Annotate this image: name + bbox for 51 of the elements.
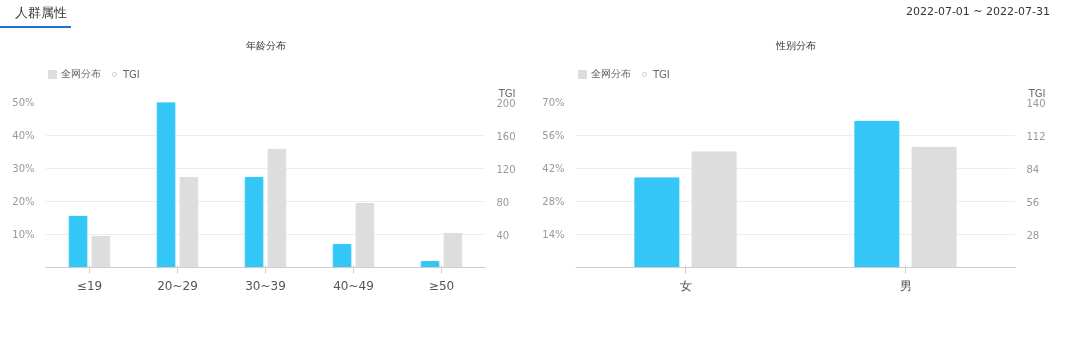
bar [179,176,199,268]
y2-tick-label: 112 [1026,130,1046,142]
y-tick-label: 28% [542,196,565,207]
y2-tick-label: 56 [1026,196,1040,208]
y-tick-label: 20% [12,196,35,207]
y-tick-label: 30% [12,163,35,174]
x-tick-label: 30~39 [245,278,286,293]
y2-tick-label: 160 [496,130,516,142]
bar [443,233,463,268]
bar [691,151,737,268]
x-tick-label: 女 [679,278,692,293]
bar [420,261,440,268]
bar [91,235,111,268]
legend-label: TGI [653,68,671,80]
x-tick-label: 男 [899,278,912,293]
bar [911,146,957,268]
y-tick-label: 10% [12,229,35,240]
y-tick-label: 56% [542,130,565,141]
legend-label: 全网分布 [591,67,631,81]
x-tick-label: ≥50 [428,278,455,293]
chart-title: 年龄分布 [245,39,286,51]
bar [68,215,88,268]
y2-tick-label: 140 [1026,97,1046,109]
y2-tick-label: 200 [496,97,516,109]
text: 人群属性 [0,5,71,28]
x-tick-label: 40~49 [333,278,374,293]
y2-tick-label: 40 [496,229,510,241]
y-tick-label: 42% [542,163,565,174]
y-tick-label: 50% [12,97,35,108]
bar [267,148,287,268]
y2-tick-label: 120 [496,163,516,175]
y-tick-label: 40% [12,130,35,141]
y-tick-label: 70% [542,97,565,108]
x-tick-label: ≤19 [76,278,103,293]
bar [355,202,375,268]
legend-label: TGI [123,68,141,80]
y2-tick-label: 28 [1026,229,1040,241]
bar [634,177,680,268]
y2-axis-title: TGI [1027,87,1046,99]
x-tick-label: 20~29 [157,278,198,293]
legend-label: 全网分布 [61,67,101,81]
y-tick-label: 14% [542,229,565,240]
y2-tick-label: 80 [496,196,510,208]
text: 2022-07-01 ~ 2022-07-31 [905,4,1050,20]
bar [332,243,352,268]
bar [244,176,264,268]
bar [156,102,176,268]
bar [854,120,900,268]
y2-axis-title: TGI [497,87,516,99]
y2-tick-label: 84 [1026,163,1040,175]
chart-title: 性别分布 [774,39,816,51]
